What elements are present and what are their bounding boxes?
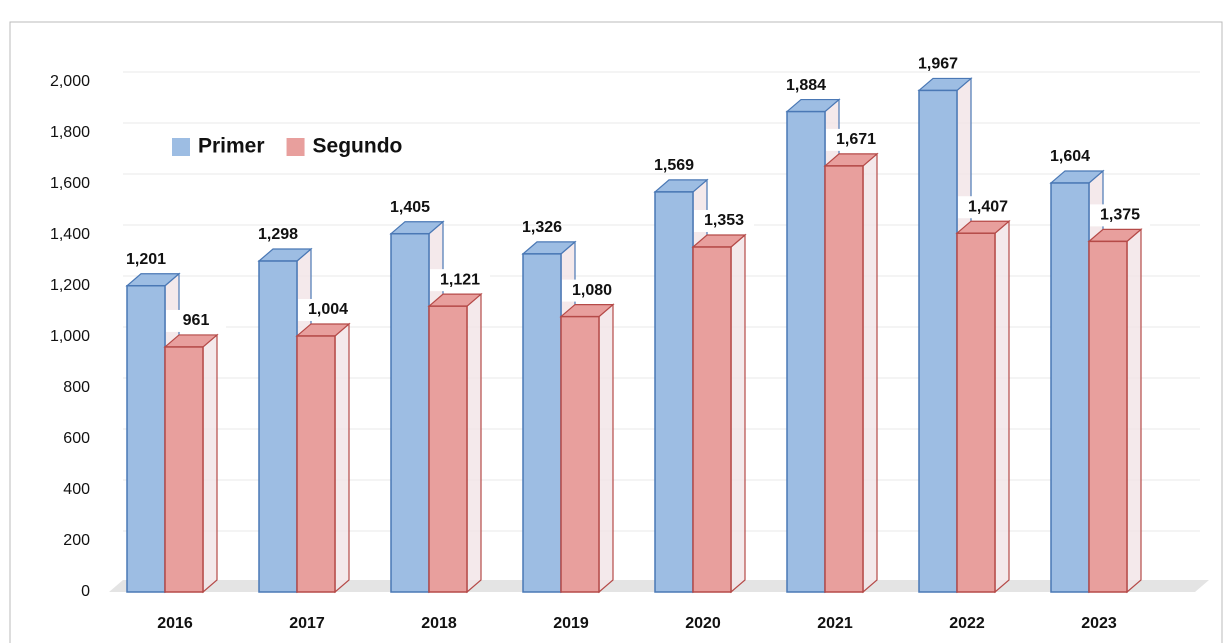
y-tick-label: 200 bbox=[63, 532, 90, 549]
x-tick-label: 2022 bbox=[949, 615, 985, 632]
data-label: 1,121 bbox=[440, 271, 480, 288]
y-tick-label: 1,400 bbox=[50, 226, 90, 243]
data-label: 1,884 bbox=[786, 77, 826, 94]
bar bbox=[1088, 240, 1128, 593]
bar bbox=[824, 165, 864, 593]
label-bg bbox=[298, 298, 358, 321]
legend-label: Segundo bbox=[313, 135, 403, 158]
bar bbox=[296, 335, 336, 593]
data-label: 1,604 bbox=[1050, 148, 1090, 165]
chart-frame bbox=[9, 21, 1223, 643]
bar bbox=[164, 346, 204, 593]
data-label: 1,326 bbox=[522, 219, 562, 236]
bar bbox=[654, 191, 694, 593]
bar-side bbox=[730, 233, 746, 594]
data-label: 1,671 bbox=[836, 131, 876, 148]
label-bg bbox=[1090, 204, 1150, 227]
y-tick-label: 1,000 bbox=[50, 328, 90, 345]
y-tick-label: 2,000 bbox=[50, 73, 90, 90]
y-tick-label: 600 bbox=[63, 430, 90, 447]
bar-side bbox=[466, 292, 482, 594]
data-label: 961 bbox=[183, 312, 210, 329]
label-bg bbox=[694, 209, 754, 232]
bar bbox=[786, 110, 826, 593]
data-label: 1,569 bbox=[654, 157, 694, 174]
bar bbox=[1050, 182, 1090, 593]
bar-side bbox=[862, 152, 878, 594]
data-label: 1,298 bbox=[258, 226, 298, 243]
bar bbox=[918, 89, 958, 593]
y-tick-label: 1,600 bbox=[50, 175, 90, 192]
bar-side bbox=[1126, 228, 1142, 594]
bar bbox=[428, 305, 468, 593]
data-label: 1,353 bbox=[704, 212, 744, 229]
data-label: 1,080 bbox=[572, 282, 612, 299]
bar bbox=[390, 232, 430, 593]
x-tick-label: 2018 bbox=[421, 615, 457, 632]
label-bg bbox=[166, 309, 226, 332]
bar-side bbox=[994, 219, 1010, 594]
bar bbox=[258, 260, 298, 593]
label-bg bbox=[958, 196, 1018, 219]
label-bg bbox=[826, 128, 886, 151]
data-label: 1,004 bbox=[308, 301, 348, 318]
data-label: 1,405 bbox=[390, 199, 430, 216]
x-tick-label: 2020 bbox=[685, 615, 721, 632]
y-tick-label: 0 bbox=[81, 583, 90, 600]
data-label: 1,967 bbox=[918, 56, 958, 73]
label-bg bbox=[562, 279, 622, 302]
data-label: 1,201 bbox=[126, 251, 166, 268]
bar-side bbox=[202, 333, 218, 594]
y-tick-label: 1,200 bbox=[50, 277, 90, 294]
data-label: 1,375 bbox=[1100, 207, 1140, 224]
bar bbox=[522, 253, 562, 593]
legend-swatch bbox=[172, 138, 190, 156]
bar bbox=[560, 315, 600, 593]
data-label: 1,407 bbox=[968, 198, 1008, 215]
x-tick-label: 2019 bbox=[553, 615, 589, 632]
bar-side bbox=[334, 322, 350, 594]
x-tick-label: 2016 bbox=[157, 615, 193, 632]
y-tick-label: 800 bbox=[63, 379, 90, 396]
x-tick-label: 2023 bbox=[1081, 615, 1117, 632]
bar bbox=[692, 246, 732, 593]
bar bbox=[126, 284, 166, 593]
y-tick-label: 400 bbox=[63, 481, 90, 498]
label-bg bbox=[430, 269, 490, 292]
bar bbox=[956, 232, 996, 593]
bar-side bbox=[598, 303, 614, 594]
legend-label: Primer bbox=[198, 135, 265, 158]
x-tick-label: 2017 bbox=[289, 615, 325, 632]
y-tick-label: 1,800 bbox=[50, 124, 90, 141]
legend-swatch bbox=[286, 138, 305, 156]
x-tick-label: 2021 bbox=[817, 615, 853, 632]
